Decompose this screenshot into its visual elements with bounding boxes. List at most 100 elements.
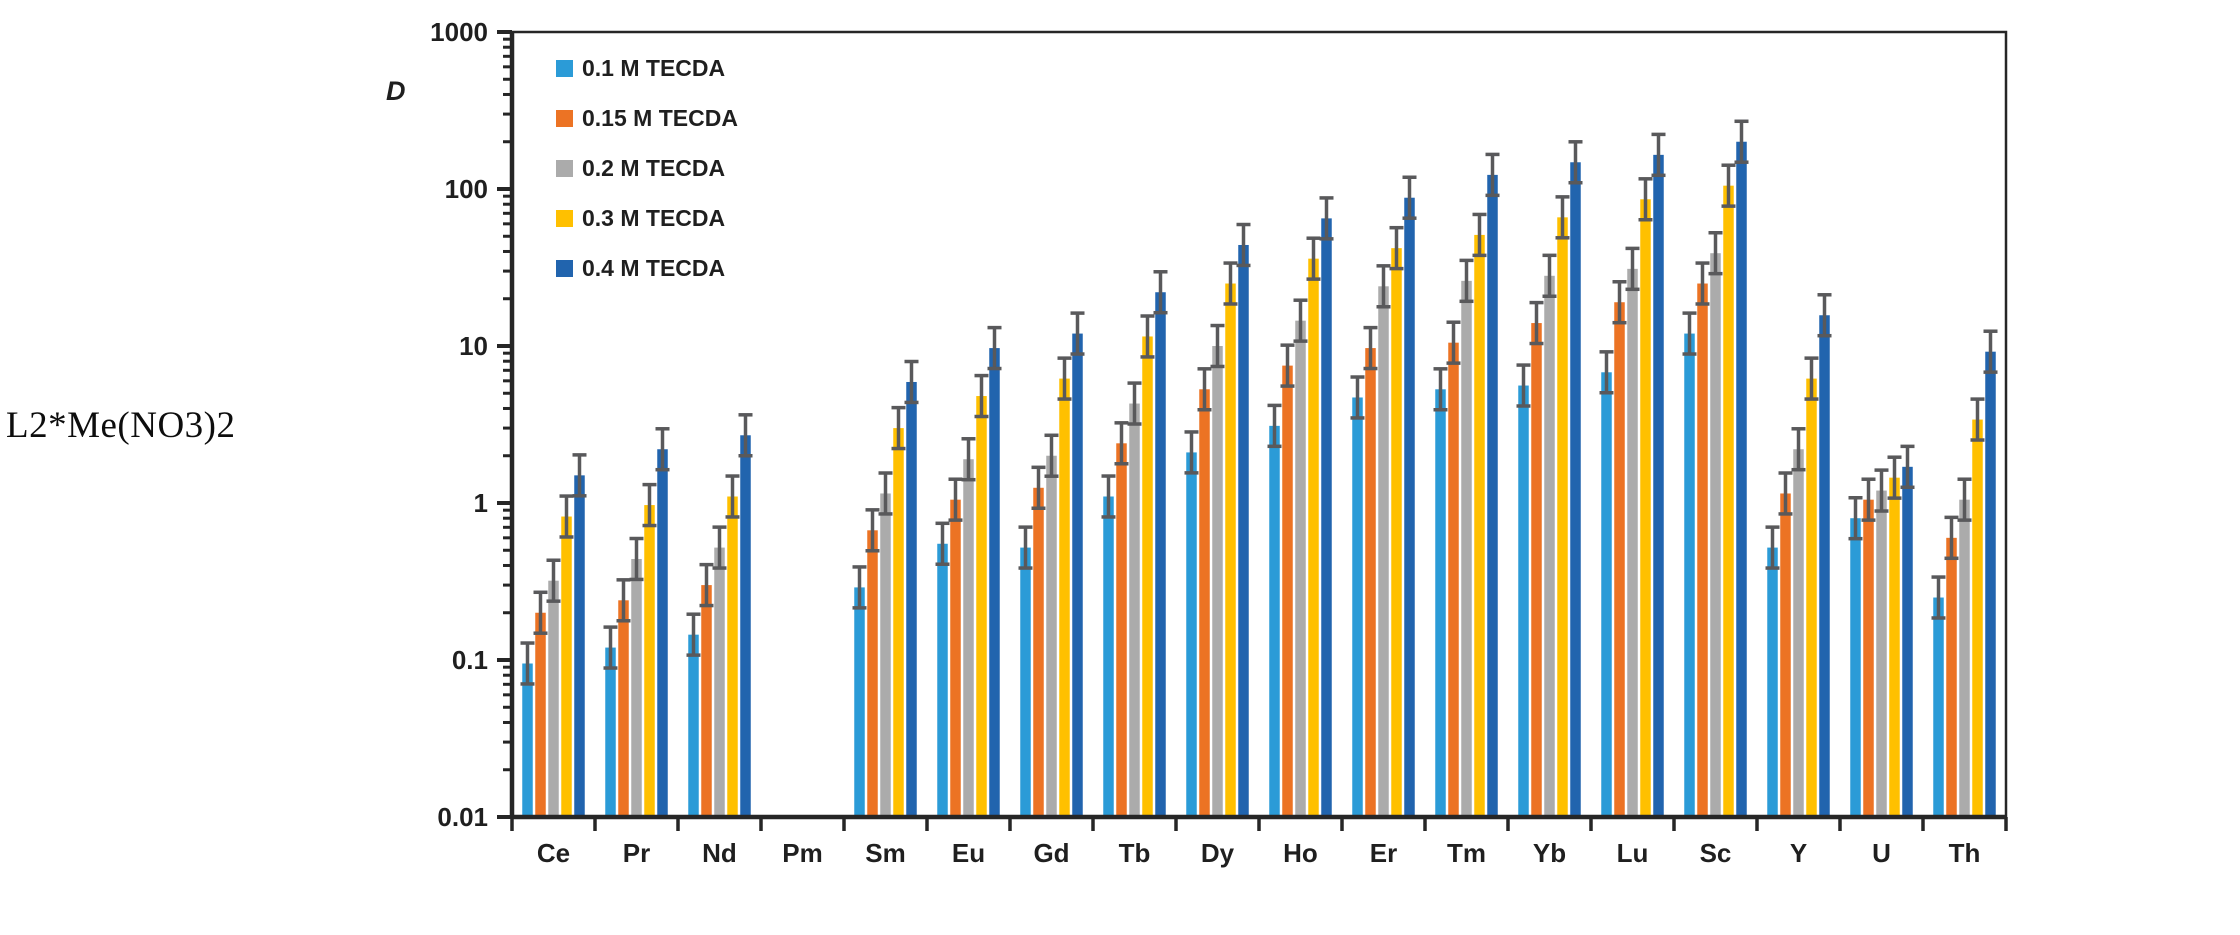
bar-U-0.2-M-TECDA <box>1876 490 1887 816</box>
y-tick-label: 10 <box>459 331 488 361</box>
bar-Ho-0.2-M-TECDA <box>1295 320 1306 816</box>
x-tick-label: Pr <box>623 838 650 868</box>
x-tick-label: Th <box>1949 838 1981 868</box>
legend-label: 0.2 M TECDA <box>582 155 725 181</box>
x-tick-label: Gd <box>1033 838 1069 868</box>
bar-Lu-0.2-M-TECDA <box>1627 268 1638 816</box>
bar-Eu-0.3-M-TECDA <box>976 396 987 816</box>
bar-Ho-0.15-M-TECDA <box>1282 365 1293 816</box>
bar-Pr-0.1-M-TECDA <box>605 647 616 816</box>
legend-label: 0.3 M TECDA <box>582 205 725 231</box>
bar-Nd-0.4-M-TECDA <box>740 435 751 816</box>
bar-Y-0.3-M-TECDA <box>1806 378 1817 816</box>
bar-Sm-0.2-M-TECDA <box>880 493 891 816</box>
bar-Eu-0.15-M-TECDA <box>950 499 961 816</box>
y-axis-label: D <box>386 76 406 106</box>
bar-Lu-0.1-M-TECDA <box>1601 372 1612 816</box>
bar-Er-0.1-M-TECDA <box>1352 397 1363 816</box>
bar-Tm-0.15-M-TECDA <box>1448 342 1459 816</box>
bar-Y-0.4-M-TECDA <box>1819 315 1830 816</box>
legend-label: 0.1 M TECDA <box>582 55 725 81</box>
bar-Sc-0.15-M-TECDA <box>1697 283 1708 816</box>
bar-Er-0.4-M-TECDA <box>1404 197 1415 816</box>
bar-Sc-0.2-M-TECDA <box>1710 253 1721 816</box>
bar-Nd-0.15-M-TECDA <box>701 585 712 816</box>
bar-Tm-0.2-M-TECDA <box>1461 280 1472 816</box>
bar-Tm-0.4-M-TECDA <box>1487 174 1498 816</box>
y-tick-label: 1000 <box>430 17 488 47</box>
bar-Eu-0.1-M-TECDA <box>937 543 948 816</box>
bar-Dy-0.3-M-TECDA <box>1225 283 1236 816</box>
bar-Gd-0.4-M-TECDA <box>1072 333 1083 816</box>
bar-Er-0.3-M-TECDA <box>1391 248 1402 816</box>
bar-Sm-0.15-M-TECDA <box>867 530 878 816</box>
bar-Tb-0.2-M-TECDA <box>1129 403 1140 816</box>
bar-Tb-0.1-M-TECDA <box>1103 496 1114 816</box>
bar-Yb-0.3-M-TECDA <box>1557 217 1568 816</box>
x-tick-label: Dy <box>1201 838 1235 868</box>
x-tick-label: Eu <box>952 838 985 868</box>
y-tick-label: 100 <box>445 174 488 204</box>
bar-Tb-0.3-M-TECDA <box>1142 336 1153 816</box>
y-tick-label: 0.01 <box>437 802 488 832</box>
x-tick-label: Nd <box>702 838 737 868</box>
bar-Dy-0.15-M-TECDA <box>1199 389 1210 816</box>
bar-Th-0.2-M-TECDA <box>1959 499 1970 816</box>
x-tick-label: Tb <box>1119 838 1151 868</box>
bar-U-0.1-M-TECDA <box>1850 518 1861 816</box>
bar-Pr-0.4-M-TECDA <box>657 449 668 816</box>
x-tick-label: Ho <box>1283 838 1318 868</box>
bar-Th-0.15-M-TECDA <box>1946 537 1957 816</box>
bar-Gd-0.15-M-TECDA <box>1033 487 1044 816</box>
bar-Y-0.2-M-TECDA <box>1793 449 1804 816</box>
bar-Sc-0.1-M-TECDA <box>1684 333 1695 816</box>
bar-Dy-0.1-M-TECDA <box>1186 452 1197 816</box>
bar-Eu-0.2-M-TECDA <box>963 459 974 816</box>
bar-U-0.3-M-TECDA <box>1889 477 1900 816</box>
x-tick-label: Y <box>1790 838 1807 868</box>
bar-Pr-0.15-M-TECDA <box>618 600 629 816</box>
bar-Ho-0.4-M-TECDA <box>1321 218 1332 816</box>
x-tick-label: Tm <box>1447 838 1486 868</box>
bar-Dy-0.4-M-TECDA <box>1238 244 1249 816</box>
legend-swatch <box>556 60 573 77</box>
bar-Ho-0.1-M-TECDA <box>1269 425 1280 816</box>
bar-Th-0.4-M-TECDA <box>1985 351 1996 816</box>
bar-Sm-0.1-M-TECDA <box>854 587 865 816</box>
bar-Th-0.3-M-TECDA <box>1972 419 1983 816</box>
bar-Nd-0.3-M-TECDA <box>727 496 738 816</box>
bar-Tm-0.3-M-TECDA <box>1474 234 1485 816</box>
bar-Y-0.1-M-TECDA <box>1767 547 1778 816</box>
bar-Lu-0.4-M-TECDA <box>1653 154 1664 816</box>
bar-Ce-0.4-M-TECDA <box>574 475 585 816</box>
bar-Th-0.1-M-TECDA <box>1933 597 1944 816</box>
bar-Ce-0.3-M-TECDA <box>561 516 572 816</box>
bar-Tm-0.1-M-TECDA <box>1435 389 1446 816</box>
bar-U-0.4-M-TECDA <box>1902 466 1913 816</box>
legend-swatch <box>556 210 573 227</box>
x-tick-label: U <box>1872 838 1891 868</box>
figure-label: L2*Me(NO3)2 <box>6 405 236 446</box>
bar-Yb-0.15-M-TECDA <box>1531 323 1542 816</box>
legend-label: 0.4 M TECDA <box>582 255 725 281</box>
bar-Ce-0.1-M-TECDA <box>522 663 533 816</box>
legend-label: 0.15 M TECDA <box>582 105 738 131</box>
legend-swatch <box>556 160 573 177</box>
bar-Yb-0.4-M-TECDA <box>1570 162 1581 816</box>
x-tick-label: Ce <box>537 838 570 868</box>
bar-Tb-0.4-M-TECDA <box>1155 292 1166 816</box>
bar-Ce-0.2-M-TECDA <box>548 580 559 816</box>
x-tick-label: Er <box>1370 838 1397 868</box>
bar-Y-0.15-M-TECDA <box>1780 493 1791 816</box>
bar-Tb-0.15-M-TECDA <box>1116 443 1127 816</box>
x-tick-label: Lu <box>1617 838 1649 868</box>
bar-Ho-0.3-M-TECDA <box>1308 258 1319 816</box>
bar-Nd-0.2-M-TECDA <box>714 547 725 816</box>
bar-Sc-0.4-M-TECDA <box>1736 141 1747 816</box>
bar-Yb-0.2-M-TECDA <box>1544 275 1555 816</box>
x-tick-label: Sc <box>1700 838 1732 868</box>
bar-Gd-0.1-M-TECDA <box>1020 547 1031 816</box>
bar-Nd-0.1-M-TECDA <box>688 634 699 816</box>
